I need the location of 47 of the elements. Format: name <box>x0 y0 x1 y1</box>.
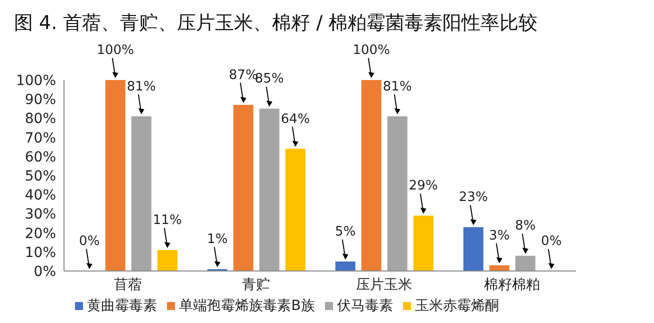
text: 64% <box>280 112 310 127</box>
bar <box>463 227 484 271</box>
bar <box>259 108 280 271</box>
y-tick-label: 100% <box>16 72 56 89</box>
bar <box>335 261 356 271</box>
text: 0% <box>79 234 100 249</box>
x-tick-label: 苜蓿 <box>114 276 142 293</box>
legend-label: 单端孢霉烯族毒素B族 <box>179 298 315 314</box>
bar <box>131 116 152 271</box>
text: 100% <box>96 43 134 58</box>
text: 5% <box>335 224 356 240</box>
text: 81% <box>126 79 156 94</box>
chart-title: 图 4. 首蓿、青贮、压片玉米、棉籽 / 棉粕霉菌毒素阳性率比较 <box>13 11 539 36</box>
legend-label: 黄曲霉毒素 <box>87 298 158 314</box>
y-tick-label: 10% <box>24 244 56 261</box>
y-tick-label: 30% <box>24 206 56 223</box>
text: 1% <box>207 232 228 248</box>
x-tick-label: 青贮 <box>242 276 270 293</box>
text: 81% <box>382 79 412 94</box>
y-tick-label: 50% <box>24 168 56 184</box>
y-tick-label: 60% <box>24 149 56 166</box>
y-tick-label: 80% <box>24 111 56 128</box>
y-tick-label: 90% <box>24 92 56 108</box>
text: 0% <box>541 234 562 249</box>
legend-label: 伏马毒素 <box>336 298 393 314</box>
text: 29% <box>408 178 438 194</box>
bar <box>361 80 382 271</box>
legend-label: 玉米赤霉烯酮 <box>414 298 499 314</box>
text: 11% <box>152 212 182 228</box>
y-tick-label: 40% <box>24 188 56 204</box>
x-tick-label: 压片玉米 <box>356 276 412 293</box>
text: 100% <box>352 43 390 58</box>
text: 3% <box>489 228 510 244</box>
y-tick-label: 70% <box>24 130 56 146</box>
bar <box>413 216 434 271</box>
y-tick-label: 0% <box>34 264 56 280</box>
text: 23% <box>458 190 488 206</box>
bar <box>157 250 178 271</box>
bar <box>105 80 126 271</box>
text: 85% <box>254 72 284 87</box>
bar <box>233 104 254 271</box>
bar <box>285 148 306 271</box>
bar <box>387 116 408 271</box>
text: 8% <box>515 218 536 234</box>
y-tick-label: 20% <box>24 226 56 242</box>
bar <box>515 256 536 271</box>
x-tick-label: 棉籽棉粕 <box>484 276 540 293</box>
